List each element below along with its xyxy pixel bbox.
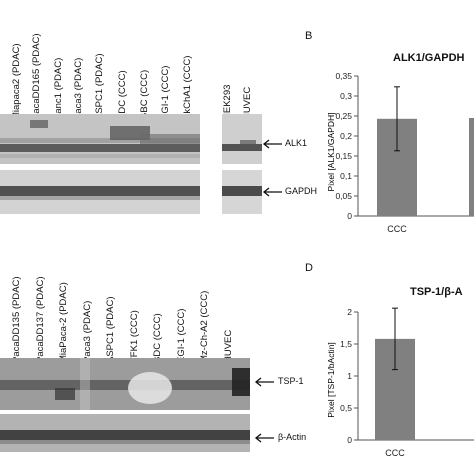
tsp1-marker-label: TSP-1 — [278, 376, 304, 386]
lane-label: Panc1 (PDAC) — [53, 57, 64, 120]
panel-b-y-tick-label: 0,05 — [335, 191, 352, 201]
panel-b-ylabel: Pixel [ALK1/GAPDH] — [326, 113, 336, 192]
panel-b-x-tick-label: CCC — [387, 224, 407, 234]
panel-b-chart: Pixel [ALK1/GAPDH] 0 0,05 0,1 0,15 0,2 0,25 0,… — [326, 71, 474, 234]
b-actin-blot-strip — [0, 414, 250, 452]
lane-label: PacaDD135 (PDAC) — [11, 276, 22, 363]
panel-b-y-tick-label: 0,3 — [340, 91, 352, 101]
lane-label: EGI-1 (CCC) — [176, 308, 187, 363]
lane-label: ASPC1 (PDAC) — [105, 296, 116, 363]
panel-d-ylabel: Pixel [TSP-1/bActin] — [326, 342, 336, 418]
lane-label: PacaDD165 (PDAC) — [31, 33, 42, 120]
b-actin-marker-label: β-Actin — [278, 432, 307, 442]
lane-label: EGI-1 (CCC) — [160, 65, 171, 120]
lane-label: Miapaca2 (PDAC) — [11, 43, 22, 120]
tsp1-blot-strip — [0, 358, 250, 410]
panel-b-title: ALK1/GAPDH — [393, 52, 465, 64]
lane-label: MiaPaca-2 (PDAC) — [58, 282, 69, 363]
lane-label: Paca3 (PDAC) — [73, 57, 84, 120]
tsp1-arrow-icon — [254, 377, 274, 387]
gapdh-blot-strip — [0, 170, 200, 214]
panel-b-bar — [469, 118, 474, 216]
alk1-marker-label: ALK1 — [285, 138, 308, 148]
lane-label: BDC (CCC) — [152, 313, 163, 363]
panel-d-y-tick-label: 0,5 — [340, 403, 352, 413]
panel-d-y-tick-label: 1 — [347, 371, 352, 381]
lane-label: PacaDD137 (PDAC) — [35, 276, 46, 363]
panel-d-y-tick-label: 2 — [347, 307, 352, 317]
gapdh-marker-label: GAPDH — [285, 186, 318, 196]
lane-label: TFK1 (CCC) — [129, 310, 140, 363]
panel-b-y-tick-label: 0,25 — [335, 111, 352, 121]
panel-b-letter: B — [305, 30, 313, 42]
panel-d-y-tick-label: 0 — [347, 435, 352, 445]
panel-d-x-tick-label: CCC — [385, 448, 405, 458]
panel-d-title: TSP-1/β-A — [410, 286, 463, 298]
lane-label: ASPC1 (PDAC) — [94, 53, 105, 120]
gapdh-blot-strip-controls — [222, 170, 262, 214]
alk1-arrow-icon — [262, 139, 282, 149]
lane-label: GBC (CCC) — [139, 69, 150, 120]
gapdh-arrow-icon — [262, 187, 282, 197]
lane-label: Paca3 (PDAC) — [82, 300, 93, 363]
panel-b-y-tick-label: 0,35 — [335, 71, 352, 81]
b-actin-arrow-icon — [254, 433, 274, 443]
panel-d-y-tick-label: 1,5 — [340, 339, 352, 349]
lane-label: Mz-Ch-A2 (CCC) — [199, 290, 210, 363]
panel-b-y-tick-label: 0,1 — [340, 171, 352, 181]
panel-b-y-tick-label: 0,15 — [335, 151, 352, 161]
panel-b-y-tick-label: 0 — [347, 211, 352, 221]
alk1-blot-strip — [0, 114, 200, 164]
panel-d-chart: Pixel [TSP-1/bActin] 0 0,5 1 1,5 2 CCC — [326, 307, 474, 458]
panel-d-letter: D — [305, 262, 313, 274]
lane-label: SkChA1 (CCC) — [182, 55, 193, 120]
panel-b-y-tick-label: 0,2 — [340, 131, 352, 141]
alk1-blot-strip-controls — [222, 114, 262, 164]
lane-label: BDC (CCC) — [117, 70, 128, 120]
